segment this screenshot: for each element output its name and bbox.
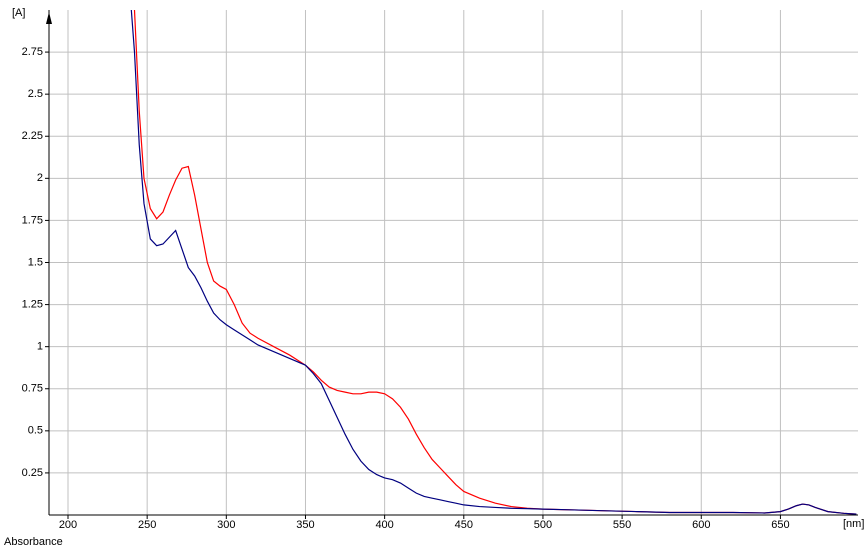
plot-area (130, 10, 857, 515)
grid (49, 10, 858, 515)
x-tick-label: 300 (217, 519, 235, 531)
y-tick-label: 2.75 (22, 46, 43, 58)
y-tick-label: 1.5 (28, 256, 43, 268)
y-label: Absorbance (4, 536, 63, 548)
x-tick-label: 400 (375, 519, 393, 531)
x-tick-label: 550 (613, 519, 631, 531)
y-tick-label: 2.25 (22, 130, 43, 142)
y-tick-label: 0.25 (22, 467, 43, 479)
x-tick-label: 650 (771, 519, 789, 531)
y-tick-label: 1 (37, 341, 43, 353)
y-tick-label: 2.5 (28, 88, 43, 100)
series-line (130, 10, 857, 515)
x-tick-label: 600 (692, 519, 710, 531)
y-tick-label: 0.75 (22, 383, 43, 395)
y-tick-label: 1.25 (22, 298, 43, 310)
x-unit: [nm] (843, 518, 864, 530)
y-tick-label: 0.5 (28, 425, 43, 437)
x-tick-label: 350 (296, 519, 314, 531)
x-tick-label: 250 (138, 519, 156, 531)
y-tick-label: 1.75 (22, 214, 43, 226)
x-tick-label: 500 (534, 519, 552, 531)
y-tick-label: 2 (37, 172, 43, 184)
x-tick-label: 450 (455, 519, 473, 531)
y-unit: [A] (12, 7, 25, 19)
x-tick-label: 200 (59, 519, 77, 531)
y-axis-arrow (46, 12, 52, 24)
